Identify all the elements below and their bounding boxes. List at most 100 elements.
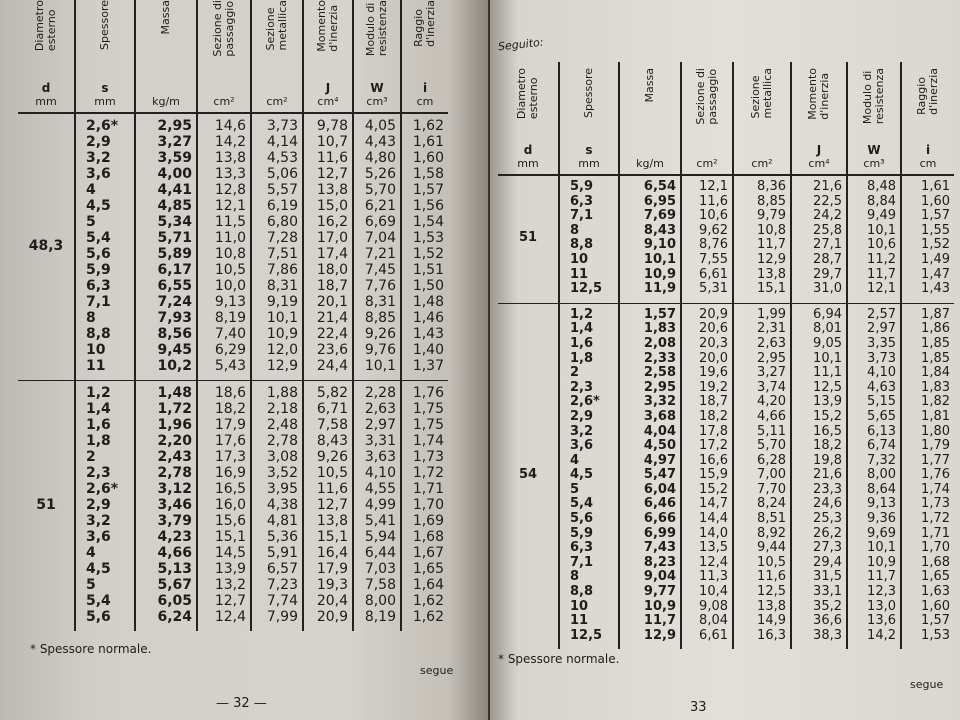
left-footnote: * Spessore normale. (30, 642, 152, 656)
column-header-s: Spessore s mm (76, 0, 136, 112)
table-cell: 24,4 (316, 358, 348, 374)
table-cell: 4,66 (157, 545, 192, 561)
column-J: 6,94 8,01 9,05 10,1 11,1 12,5 13,9 15,2 16,5 18,2… (792, 303, 848, 650)
table-cell: 12,5 (757, 584, 786, 600)
table-cell: 12,8 (214, 182, 246, 198)
table-cell: 5,4 (86, 593, 111, 609)
table-cell: 11,3 (699, 569, 728, 585)
table-cell: 7,58 (364, 577, 396, 593)
table-cell: 11,7 (867, 266, 896, 282)
table-cell: 16,2 (316, 214, 348, 230)
column-header-i: Raggio d'inerzia i cm (402, 0, 448, 112)
table-cell: 8,51 (757, 511, 786, 527)
table-cell: 13,8 (757, 266, 786, 282)
table-cell: 7,76 (364, 278, 396, 294)
column-massa: 1,48 1,72 1,96 2,20 2,43 2,78 3,12 3,46 3,79 4,23… (136, 381, 198, 631)
table-cell: 5,9 (86, 262, 111, 278)
table-cell: 29,4 (813, 554, 842, 570)
column-header-unit: cm⁴ (808, 157, 830, 170)
table-cell: 2,9 (570, 408, 594, 424)
column-header-massa: Massa kg/m (136, 0, 198, 112)
table-cell: 9,36 (867, 511, 896, 527)
table-cell: 12,3 (867, 584, 896, 600)
table-cell: 6,17 (157, 262, 192, 278)
column-header-symbol: W (867, 143, 881, 157)
table-cell: 6,3 (570, 540, 594, 556)
table-cell: 3,46 (157, 497, 192, 513)
table-cell: 1,96 (157, 417, 192, 433)
table-cell: 22,4 (316, 326, 348, 342)
table-cell: 6,24 (157, 609, 192, 625)
table-cell: 5,70 (364, 182, 396, 198)
table-cell: 6,66 (643, 511, 676, 527)
table-cell: 6,57 (266, 561, 298, 577)
table-cell: 1,56 (412, 198, 444, 214)
table-cell: 8,31 (364, 294, 396, 310)
table-cell: 9,13 (867, 496, 896, 512)
column-d: 48,3 (18, 114, 76, 380)
table-cell: 3,08 (266, 449, 298, 465)
table-cell: 16,9 (214, 465, 246, 481)
table-cell: 1,53 (412, 230, 444, 246)
table-cell: 26,2 (813, 525, 842, 541)
table-cell: 1,87 (921, 306, 950, 322)
table-cell: 1,68 (921, 554, 950, 570)
table-cell: 1,57 (643, 306, 676, 322)
table-cell: 16,6 (699, 452, 728, 468)
column-s: 2,6* 2,9 3,2 3,6 4 4,5 5 5,4 5,6 5,9 6,3 7,1 8 8,8 10 1… (76, 114, 136, 380)
table-cell: 1,75 (412, 401, 444, 417)
table-cell: 6,46 (643, 496, 676, 512)
table-cell: 18,7 (316, 278, 348, 294)
table-cell: 6,13 (867, 423, 896, 439)
column-header-unit: cm³ (366, 95, 388, 108)
table-cell: 7,40 (214, 326, 246, 342)
table-cell: 4,20 (757, 394, 786, 410)
table-cell: 8,36 (757, 179, 786, 194)
table-cell: 12,7 (214, 593, 246, 609)
table-cell: 8,00 (867, 467, 896, 483)
table-cell: 11 (570, 613, 589, 629)
table-cell: 9,77 (643, 584, 676, 600)
table-cell: 19,6 (699, 365, 728, 381)
table-cell: 7,00 (757, 467, 786, 483)
left-page-number: — 32 — (216, 696, 267, 711)
table-cell: 6,04 (643, 481, 676, 497)
table-header: Diametro esterno d mm Spessore s mm Massa kg/m S… (498, 62, 954, 176)
diameter-group: 54 1,2 1,4 1,6 1,8 2 2,3 2,6* 2,9 3,2 3,6 4 4,5 5 5,4 5… (498, 303, 954, 650)
table-cell: 1,52 (412, 246, 444, 262)
column-header-unit: cm (416, 95, 434, 108)
table-cell: 16,5 (214, 481, 246, 497)
table-cell: 11 (570, 266, 589, 282)
table-cell: 6,44 (364, 545, 396, 561)
table-cell: 13,9 (813, 394, 842, 410)
table-cell: 1,48 (157, 385, 192, 401)
left-page: Diametro esterno d mm Spessore s mm Massa kg/m S… (0, 0, 488, 720)
table-cell: 13,8 (757, 598, 786, 614)
right-pipe-table: Diametro esterno d mm Spessore s mm Massa kg/m S… (498, 62, 954, 650)
table-cell: 3,68 (643, 408, 676, 424)
table-cell: 1,58 (412, 166, 444, 182)
table-cell: 33,1 (813, 584, 842, 600)
table-cell: 1,52 (921, 237, 950, 253)
column-massa: 1,57 1,83 2,08 2,33 2,58 2,95 3,32 3,68 4,04 4,50… (620, 303, 682, 650)
table-cell: 14,2 (867, 627, 896, 643)
table-cell: 8,01 (813, 321, 842, 337)
table-cell: 1,60 (412, 150, 444, 166)
table-cell: 8,56 (157, 326, 192, 342)
column-header-symbol: i (925, 143, 931, 157)
table-cell: 6,99 (643, 525, 676, 541)
table-cell: 7,32 (867, 452, 896, 468)
table-cell: 3,63 (364, 449, 396, 465)
table-cell: 1,67 (412, 545, 444, 561)
table-cell: 18,2 (813, 438, 842, 454)
table-cell: 9,45 (157, 342, 192, 358)
table-cell: 8,19 (214, 310, 246, 326)
table-cell: 5,47 (643, 467, 676, 483)
table-cell: 1,85 (921, 350, 950, 366)
table-cell: 25,8 (813, 222, 842, 238)
table-cell: 1,74 (921, 481, 950, 497)
table-cell: 1,72 (157, 401, 192, 417)
column-header-unit: mm (578, 157, 600, 170)
table-cell: 9,19 (266, 294, 298, 310)
table-cell: 2,58 (643, 365, 676, 381)
